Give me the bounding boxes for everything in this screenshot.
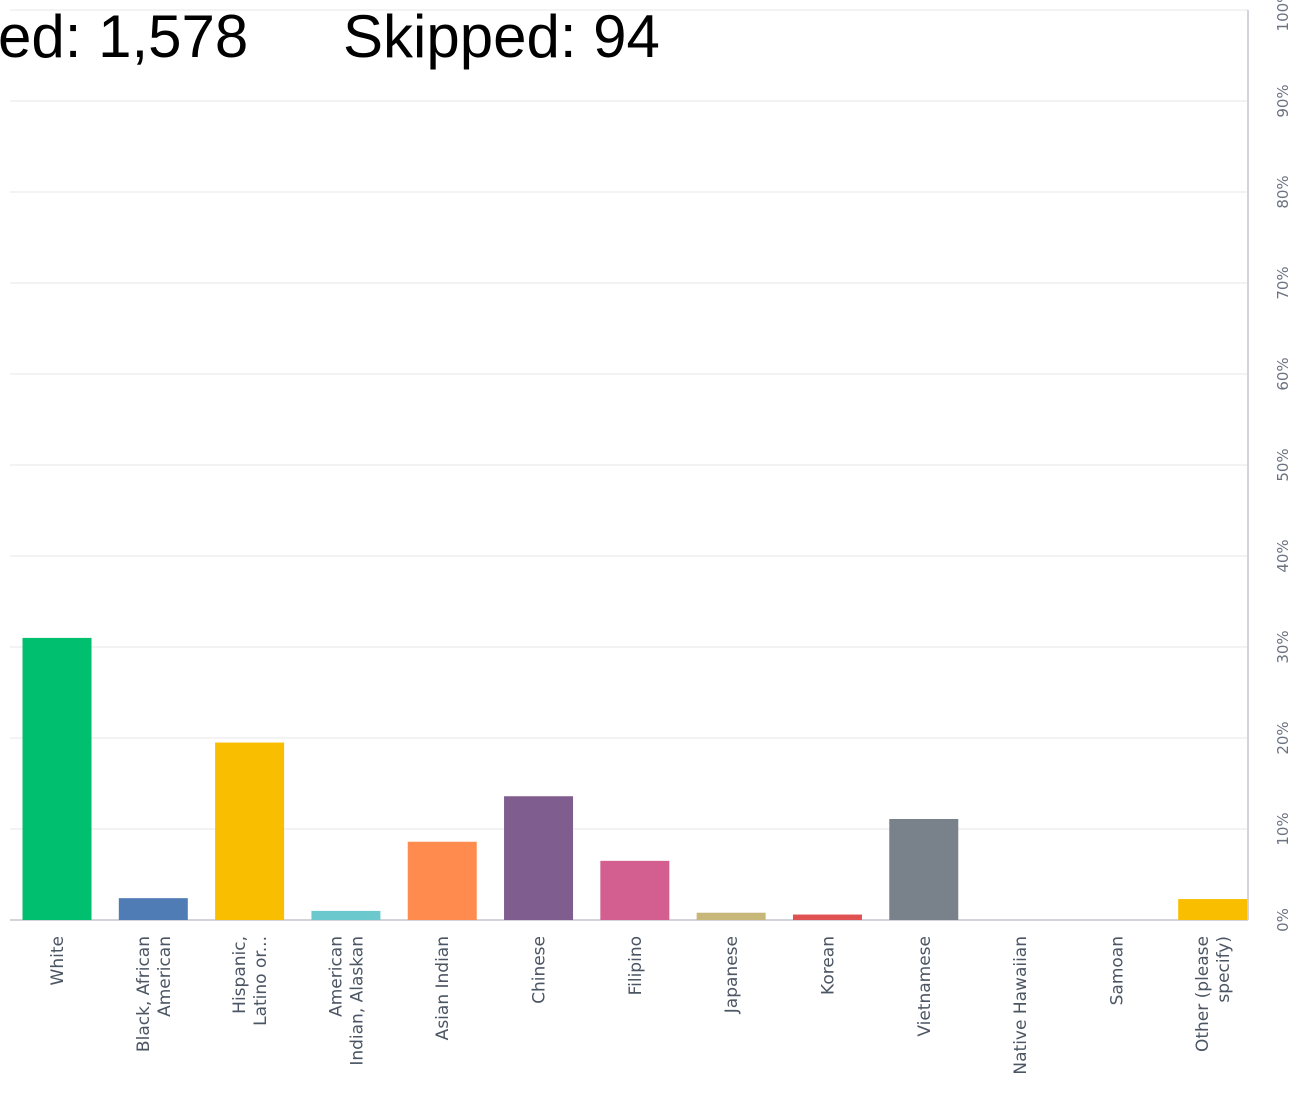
- x-axis-labels: White Black, AfricanAmerican Hispanic,Lati…: [48, 936, 1234, 1075]
- bar[interactable]: [889, 818, 959, 920]
- response-summary: ed: 1,578 Skipped: 94: [0, 0, 1240, 78]
- bar[interactable]: [1178, 899, 1248, 920]
- y-tick-label: 90%: [1274, 84, 1292, 117]
- x-tick-label: Filipino: [626, 936, 646, 995]
- bar[interactable]: [215, 742, 285, 920]
- y-tick-label: 60%: [1274, 357, 1292, 390]
- bar[interactable]: [504, 796, 574, 920]
- x-tick-label: White: [48, 936, 68, 985]
- x-tick-label: Samoan: [1107, 936, 1127, 1005]
- bar[interactable]: [311, 910, 381, 920]
- x-tick-label: Vietnamese: [915, 936, 935, 1037]
- y-tick-label: 0%: [1274, 908, 1292, 932]
- bar[interactable]: [600, 860, 670, 920]
- y-tick-label: 10%: [1274, 812, 1292, 845]
- skipped-count: Skipped: 94: [343, 3, 660, 70]
- x-tick-label: Hispanic,Latino or...: [230, 936, 271, 1026]
- y-tick-label: 50%: [1274, 448, 1292, 481]
- x-tick-label: Korean: [818, 936, 838, 995]
- x-tick-label: Asian Indian: [433, 936, 453, 1040]
- bar[interactable]: [407, 841, 477, 920]
- x-tick-label: Japanese: [722, 936, 742, 1014]
- y-axis-ticks: 0% 10% 20% 30% 40% 50% 60% 70% 80% 90% 100%: [1274, 0, 1292, 932]
- x-tick-label: AmericanIndian, Alaskan: [326, 936, 367, 1066]
- y-tick-label: 40%: [1274, 539, 1292, 572]
- y-tick-label: 80%: [1274, 175, 1292, 208]
- bar[interactable]: [696, 912, 766, 920]
- bars: [22, 637, 1248, 920]
- answered-count: ed: 1,578: [0, 3, 249, 70]
- y-tick-label: 70%: [1274, 266, 1292, 299]
- bar[interactable]: [118, 898, 188, 920]
- x-tick-label: Other (pleasespecify): [1193, 936, 1234, 1052]
- x-tick-label: Black, AfricanAmerican: [134, 936, 175, 1052]
- bar[interactable]: [22, 637, 92, 920]
- x-tick-label: Native Hawaiian: [1011, 936, 1031, 1075]
- y-tick-label: 100%: [1274, 0, 1292, 31]
- bar[interactable]: [792, 914, 862, 920]
- gridlines: [10, 9, 1249, 921]
- y-tick-label: 30%: [1274, 630, 1292, 663]
- y-tick-label: 20%: [1274, 721, 1292, 754]
- x-tick-label: Chinese: [530, 936, 550, 1004]
